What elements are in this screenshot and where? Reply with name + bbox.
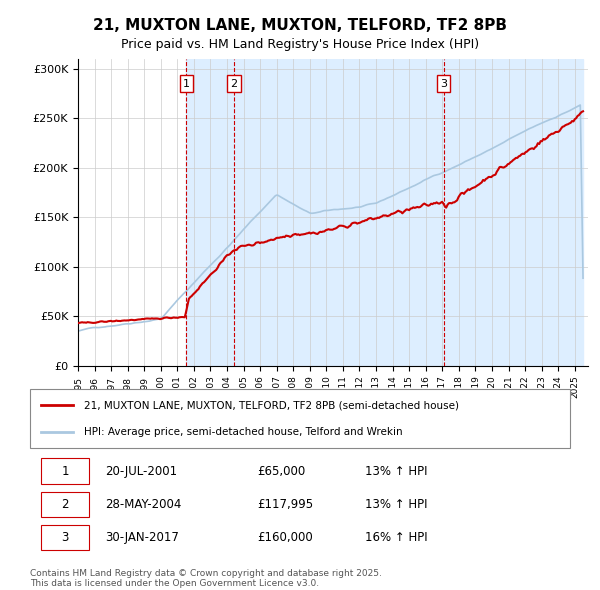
FancyBboxPatch shape bbox=[41, 492, 89, 517]
Text: 13% ↑ HPI: 13% ↑ HPI bbox=[365, 498, 427, 511]
Text: £65,000: £65,000 bbox=[257, 464, 305, 477]
Text: 30-JAN-2017: 30-JAN-2017 bbox=[106, 532, 179, 545]
Text: £117,995: £117,995 bbox=[257, 498, 313, 511]
Text: 3: 3 bbox=[61, 532, 69, 545]
Text: 21, MUXTON LANE, MUXTON, TELFORD, TF2 8PB: 21, MUXTON LANE, MUXTON, TELFORD, TF2 8P… bbox=[93, 18, 507, 32]
Bar bbox=[234, 59, 443, 366]
Text: 3: 3 bbox=[440, 78, 447, 88]
Text: 13% ↑ HPI: 13% ↑ HPI bbox=[365, 464, 427, 477]
FancyBboxPatch shape bbox=[41, 525, 89, 550]
Text: 16% ↑ HPI: 16% ↑ HPI bbox=[365, 532, 427, 545]
Text: 1: 1 bbox=[61, 464, 69, 477]
Text: HPI: Average price, semi-detached house, Telford and Wrekin: HPI: Average price, semi-detached house,… bbox=[84, 428, 403, 437]
Text: This data is licensed under the Open Government Licence v3.0.: This data is licensed under the Open Gov… bbox=[30, 579, 319, 588]
Text: 21, MUXTON LANE, MUXTON, TELFORD, TF2 8PB (semi-detached house): 21, MUXTON LANE, MUXTON, TELFORD, TF2 8P… bbox=[84, 401, 459, 410]
FancyBboxPatch shape bbox=[41, 458, 89, 484]
Text: £160,000: £160,000 bbox=[257, 532, 313, 545]
Text: Contains HM Land Registry data © Crown copyright and database right 2025.: Contains HM Land Registry data © Crown c… bbox=[30, 569, 382, 578]
Text: 28-MAY-2004: 28-MAY-2004 bbox=[106, 498, 182, 511]
Text: Price paid vs. HM Land Registry's House Price Index (HPI): Price paid vs. HM Land Registry's House … bbox=[121, 38, 479, 51]
Bar bbox=[443, 59, 583, 366]
Text: 20-JUL-2001: 20-JUL-2001 bbox=[106, 464, 178, 477]
Text: 1: 1 bbox=[183, 78, 190, 88]
Text: 2: 2 bbox=[61, 498, 69, 511]
Text: 2: 2 bbox=[230, 78, 238, 88]
Bar bbox=[187, 59, 234, 366]
FancyBboxPatch shape bbox=[30, 389, 570, 448]
